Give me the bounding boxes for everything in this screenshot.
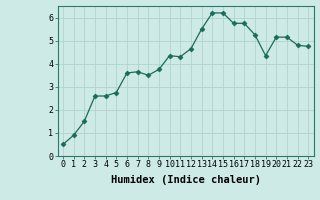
X-axis label: Humidex (Indice chaleur): Humidex (Indice chaleur)	[111, 175, 260, 185]
